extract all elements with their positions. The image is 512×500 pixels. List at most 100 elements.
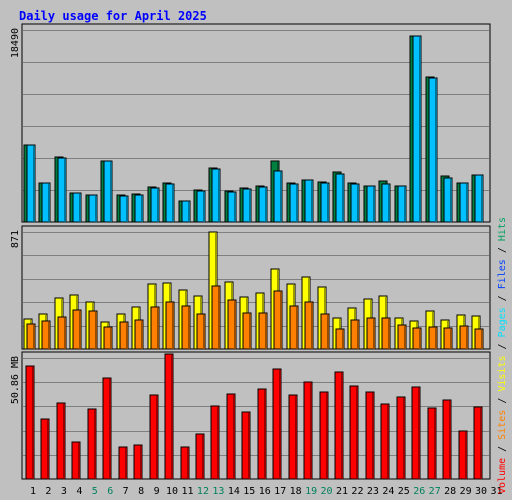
bar-shade [310, 383, 312, 479]
bar-shade [342, 330, 344, 349]
bar-shade [188, 202, 190, 222]
bar-shade [141, 196, 143, 222]
panel-top: 18490 [10, 23, 491, 223]
bar-shade [140, 446, 142, 479]
bar-shade [94, 410, 96, 479]
x-tick-label-day-24: 24 [382, 486, 394, 497]
x-tick-label-day-7: 7 [123, 486, 129, 497]
bar-shade [48, 322, 50, 349]
x-tick-label-day-15: 15 [243, 486, 255, 497]
bar-shade [95, 312, 97, 349]
x-tick-label-day-3: 3 [61, 486, 67, 497]
x-tick-label-day-25: 25 [398, 486, 410, 497]
bar-shade [295, 396, 297, 479]
bar-shade [373, 319, 375, 349]
bar-shade [419, 37, 421, 222]
legend-separator: / [497, 440, 508, 458]
bar-shade [296, 185, 298, 222]
bar-shade [265, 314, 267, 349]
x-tick-label-day-8: 8 [138, 486, 144, 497]
bar-shade [172, 303, 174, 349]
bar-shade [264, 390, 266, 479]
bar-shade [78, 443, 80, 479]
bar-shade [187, 448, 189, 479]
bar-shade [157, 189, 159, 222]
legend-separator: / [497, 392, 508, 410]
x-tick-label-day-4: 4 [76, 486, 82, 497]
legend-item-pages: Pages [497, 307, 508, 337]
bar-shade [404, 187, 406, 222]
bar-shade [481, 330, 483, 349]
bar-shade [218, 287, 220, 349]
legend-item-sites: Sites [497, 410, 508, 440]
y-axis-max-label: 18490 [10, 28, 21, 58]
bar-shade [234, 301, 236, 349]
bar-shade [47, 420, 49, 479]
bar-shade [110, 328, 112, 349]
x-tick-label-day-5: 5 [92, 486, 98, 497]
bar-shade [480, 408, 482, 479]
x-tick-label-day-19: 19 [305, 486, 317, 497]
bar-shade [373, 187, 375, 222]
bar-shade [249, 190, 251, 222]
legend-item-visits: Visits [497, 356, 508, 392]
x-tick-label-day-18: 18 [290, 486, 302, 497]
bar-shade [341, 373, 343, 479]
x-tick-label-day-22: 22 [351, 486, 363, 497]
x-tick-label-day-26: 26 [413, 486, 425, 497]
bar-shade [172, 185, 174, 222]
legend-separator: / [497, 289, 508, 307]
legend-item-volume: Volume [497, 458, 508, 494]
x-tick-label-day-17: 17 [274, 486, 286, 497]
bar-shade [126, 323, 128, 349]
bar-shade [202, 435, 204, 479]
bar-shade [64, 318, 66, 349]
bar-shade [388, 185, 390, 222]
bar-shade [234, 193, 236, 222]
x-tick-label-day-20: 20 [321, 486, 333, 497]
bar-shade [372, 393, 374, 479]
bar-shade [110, 162, 112, 222]
bar-shade [450, 329, 452, 349]
bar-shade [434, 409, 436, 479]
bar-shade [435, 328, 437, 349]
bar-shade [33, 325, 35, 349]
bar-shade [141, 321, 143, 349]
x-tick-label-day-14: 14 [228, 486, 240, 497]
bar-shade [280, 172, 282, 222]
x-tick-label-day-1: 1 [30, 486, 36, 497]
bar-shade [203, 192, 205, 222]
bar-shade [296, 307, 298, 349]
bar-shade [342, 175, 344, 222]
x-tick-label-day-23: 23 [367, 486, 379, 497]
bar-shade [357, 185, 359, 222]
x-tick-label-day-28: 28 [444, 486, 456, 497]
bar-shade [171, 355, 173, 479]
bar-shade [327, 184, 329, 222]
legend-separator: / [497, 241, 508, 259]
bar-shade [403, 398, 405, 479]
bar-shade [404, 326, 406, 349]
bar-shade [156, 396, 158, 479]
panel-middle: 871 [10, 225, 491, 350]
bar-shade [265, 188, 267, 222]
bar-shade [387, 405, 389, 479]
bar-shade [233, 395, 235, 479]
bar-shade [218, 170, 220, 222]
panel-bottom: 50.86 MB [10, 351, 491, 480]
x-tick-label-day-21: 21 [336, 486, 348, 497]
bar-shade [95, 196, 97, 222]
bar-shade [466, 327, 468, 349]
x-tick-label-day-9: 9 [154, 486, 160, 497]
bar-shade [63, 404, 65, 479]
bar-shade [450, 179, 452, 222]
bar-shade [79, 194, 81, 222]
bar-shade [419, 329, 421, 349]
bar-shade [449, 401, 451, 479]
bar-shade [311, 181, 313, 222]
bar-shade [64, 159, 66, 222]
bar-shade [48, 184, 50, 222]
bar-shade [32, 367, 34, 479]
